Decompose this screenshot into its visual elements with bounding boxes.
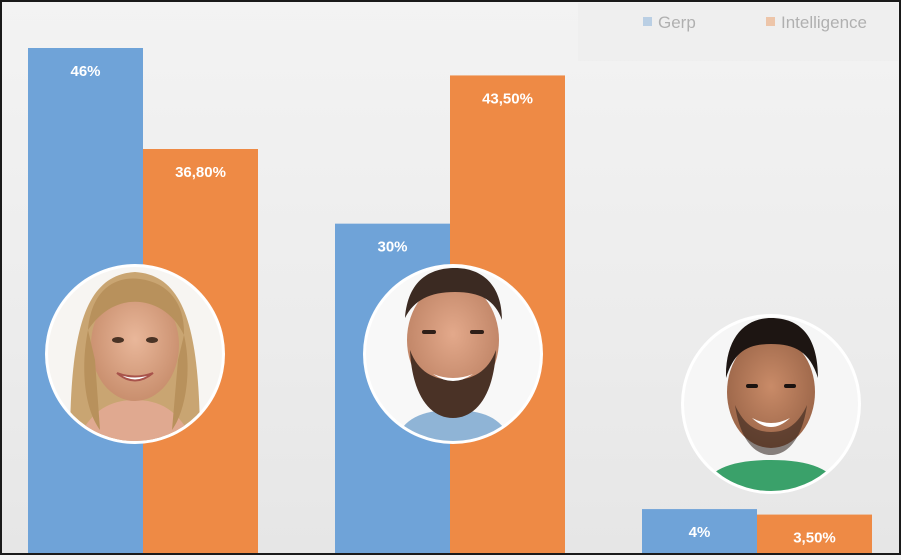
data-label-intelligence-2: 43,50% bbox=[482, 90, 533, 107]
frame-top bbox=[0, 0, 901, 2]
data-label-intelligence-1: 36,80% bbox=[175, 164, 226, 181]
frame-right bbox=[899, 0, 901, 555]
bar-intelligence-3 bbox=[757, 514, 872, 553]
data-label-gerp-2: 30% bbox=[377, 239, 407, 256]
frame-left bbox=[0, 0, 2, 555]
candidate-photo-2 bbox=[363, 264, 543, 444]
data-label-gerp-3: 4% bbox=[689, 524, 711, 541]
legend-box bbox=[578, 3, 898, 61]
data-label-gerp-1: 46% bbox=[70, 63, 100, 80]
candidate-photo-3 bbox=[681, 314, 861, 494]
bar-gerp-3 bbox=[642, 509, 757, 553]
data-label-intelligence-3: 3,50% bbox=[793, 530, 836, 547]
candidate-photo-1 bbox=[45, 264, 225, 444]
frame-bottom bbox=[0, 553, 901, 555]
